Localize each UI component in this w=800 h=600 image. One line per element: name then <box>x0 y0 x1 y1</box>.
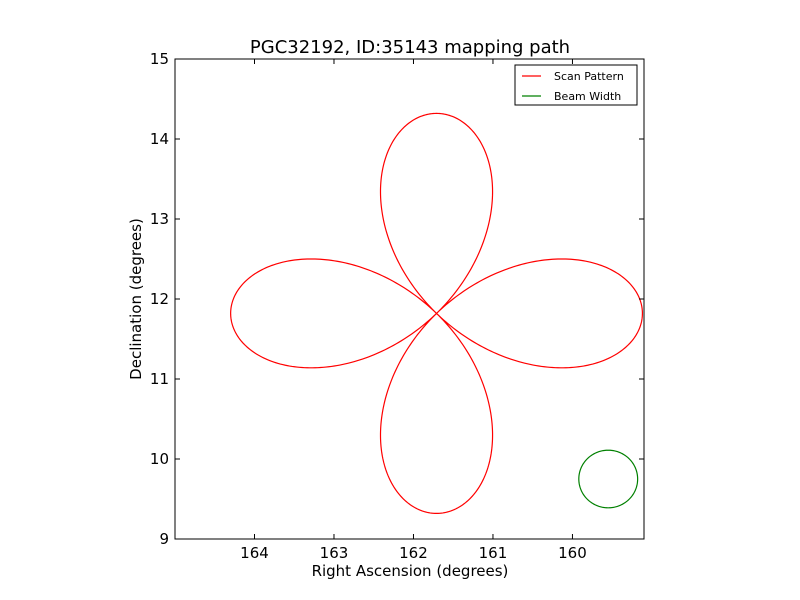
x-axis-label: Right Ascension (degrees) <box>312 562 509 580</box>
x-tick-label: 163 <box>320 544 349 562</box>
series-beam-width <box>578 449 639 509</box>
plot-area <box>175 59 644 539</box>
y-tick-label: 9 <box>159 530 169 548</box>
tick-layer: 164 163 162 161 160 9 10 11 12 13 14 15 <box>150 50 644 562</box>
x-tick-label: 160 <box>558 544 587 562</box>
x-tick-label: 164 <box>240 544 269 562</box>
legend: Scan Pattern Beam Width <box>514 64 638 106</box>
legend-label-beam-width: Beam Width <box>554 90 621 103</box>
y-tick-label: 13 <box>150 210 169 228</box>
y-tick-label: 11 <box>150 370 169 388</box>
x-tick-label: 162 <box>399 544 428 562</box>
y-axis-label: Declination (degrees) <box>127 218 145 380</box>
chart-title: PGC32192, ID:35143 mapping path <box>250 37 570 58</box>
legend-box <box>514 64 638 106</box>
plot-background <box>175 59 644 539</box>
x-tick-label: 161 <box>479 544 508 562</box>
y-tick-label: 12 <box>150 290 169 308</box>
series-layer <box>230 112 644 515</box>
y-tick-label: 15 <box>150 50 169 68</box>
series-scan-pattern <box>230 112 644 515</box>
legend-label-scan-pattern: Scan Pattern <box>554 70 624 83</box>
y-tick-label: 14 <box>150 130 169 148</box>
y-tick-label: 10 <box>150 450 169 468</box>
